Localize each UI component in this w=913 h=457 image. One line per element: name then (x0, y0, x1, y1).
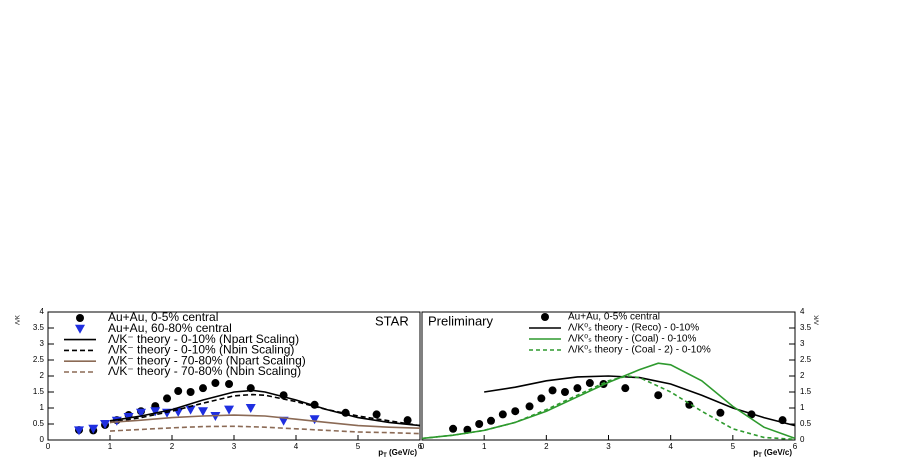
y-tick-label: 1 (40, 403, 45, 412)
data-point (199, 384, 207, 393)
y-tick-label: 2 (40, 371, 45, 380)
y-axis-label: Λ/K (16, 315, 22, 325)
data-point (210, 412, 221, 421)
data-point (186, 388, 195, 396)
data-point (621, 384, 630, 393)
data-point (511, 407, 520, 416)
y-tick-label: 3.5 (800, 323, 812, 332)
y-tick-label: 1.5 (33, 387, 45, 396)
x-axis-label-part: (GeV/c) (387, 448, 418, 457)
theory-curve (109, 389, 421, 427)
y-tick-label: 2.5 (800, 355, 812, 364)
legend-label: Au+Au, 0-5% central (108, 310, 218, 324)
data-point (573, 384, 582, 393)
x-tick-label: 6 (793, 442, 798, 451)
legend-label: Λ/K⁻ theory - 70-80% (Npart Scaling) (108, 353, 306, 367)
y-tick-label: 1 (800, 403, 805, 412)
data-point (185, 405, 196, 415)
x-tick-label: 3 (232, 442, 237, 451)
x-axis-label-part: p (753, 448, 758, 457)
data-point (224, 405, 235, 415)
legend-label: Λ/K⁻ theory - 70-80% (Nbin Scaling) (108, 364, 301, 378)
y-tick-label: 0 (40, 435, 45, 444)
x-axis-label-part: T (758, 453, 762, 457)
y-tick-label: 0.5 (33, 419, 45, 428)
data-point (278, 416, 289, 426)
y-axis-label: Λ/K (815, 315, 821, 325)
data-point (498, 410, 507, 419)
x-tick-label: 1 (108, 442, 113, 451)
x-tick-label: 1 (482, 442, 487, 451)
data-point (245, 404, 256, 413)
x-tick-label: 5 (731, 442, 736, 451)
y-tick-label: 0.5 (800, 419, 812, 428)
data-point (525, 402, 534, 411)
legend-label: Λ/K⁰ₛ theory - (Coal - 2) - 0-10% (568, 345, 711, 356)
x-tick-label: 2 (170, 442, 175, 451)
data-point (88, 424, 99, 434)
data-point (403, 416, 412, 425)
data-point (463, 425, 472, 434)
panel-label: Preliminary (428, 313, 494, 328)
y-tick-label: 1.5 (800, 387, 812, 396)
legend-label: Λ/K⁰ₛ theory - (Coal) - 0-10% (568, 334, 696, 345)
x-tick-label: 4 (294, 442, 299, 451)
data-point (716, 408, 725, 417)
theory-curve (109, 393, 421, 427)
data-point (198, 407, 208, 417)
x-tick-label: 5 (356, 442, 361, 451)
y-tick-label: 3 (800, 339, 805, 348)
legend-label: Au+Au, 60-80% central (108, 321, 232, 335)
theory-curve (109, 414, 421, 429)
data-point (225, 380, 234, 388)
y-tick-label: 3 (40, 339, 45, 348)
data-point (163, 394, 172, 403)
data-point (654, 391, 663, 400)
panel-label: STAR (375, 313, 409, 328)
y-tick-label: 0 (800, 435, 805, 444)
theory-curve (421, 375, 796, 441)
x-tick-label: 4 (668, 442, 673, 451)
data-point (560, 388, 569, 396)
data-point (487, 416, 496, 425)
x-axis-label: pT (GeV/c) (753, 448, 792, 457)
theory-curve (484, 375, 796, 427)
y-tick-label: 4 (40, 307, 45, 316)
y-tick-label: 4 (800, 307, 805, 316)
x-axis-label: pT (GeV/c) (378, 448, 417, 457)
x-tick-label: 3 (606, 442, 611, 451)
x-axis-label-part: p (378, 448, 383, 457)
x-tick-label: 6 (418, 442, 423, 451)
data-point (548, 386, 557, 395)
x-tick-label: 0 (420, 442, 425, 451)
data-point (475, 420, 484, 428)
x-tick-label: 0 (46, 442, 51, 451)
y-tick-label: 2 (800, 371, 805, 380)
legend-swatch (75, 324, 85, 334)
data-point (537, 394, 546, 403)
x-axis-label-part: (GeV/c) (762, 448, 793, 457)
data-point (372, 410, 381, 419)
data-point (150, 407, 161, 417)
data-point (174, 387, 183, 396)
y-tick-label: 2.5 (33, 355, 45, 364)
y-tick-label: 3.5 (33, 323, 45, 332)
x-tick-label: 2 (544, 442, 549, 451)
legend-swatch (541, 313, 549, 321)
data-point (309, 415, 320, 425)
legend-swatch (76, 314, 84, 322)
theory-curve (109, 425, 421, 435)
data-point (74, 426, 84, 436)
legend-label: Au+Au, 0-5% central (568, 312, 660, 323)
legend-label: Λ/K⁻ theory - 0-10% (Npart Scaling) (108, 332, 299, 346)
data-point (100, 420, 111, 429)
data-point (136, 408, 146, 418)
legend-label: Λ/K⁻ theory - 0-10% (Nbin Scaling) (108, 343, 294, 357)
data-point (585, 379, 594, 388)
data-point (211, 379, 220, 388)
x-axis-label-part: T (383, 453, 387, 457)
data-point (449, 424, 458, 433)
legend-label: Λ/K⁰ₛ theory - (Reco) - 0-10% (568, 323, 699, 334)
